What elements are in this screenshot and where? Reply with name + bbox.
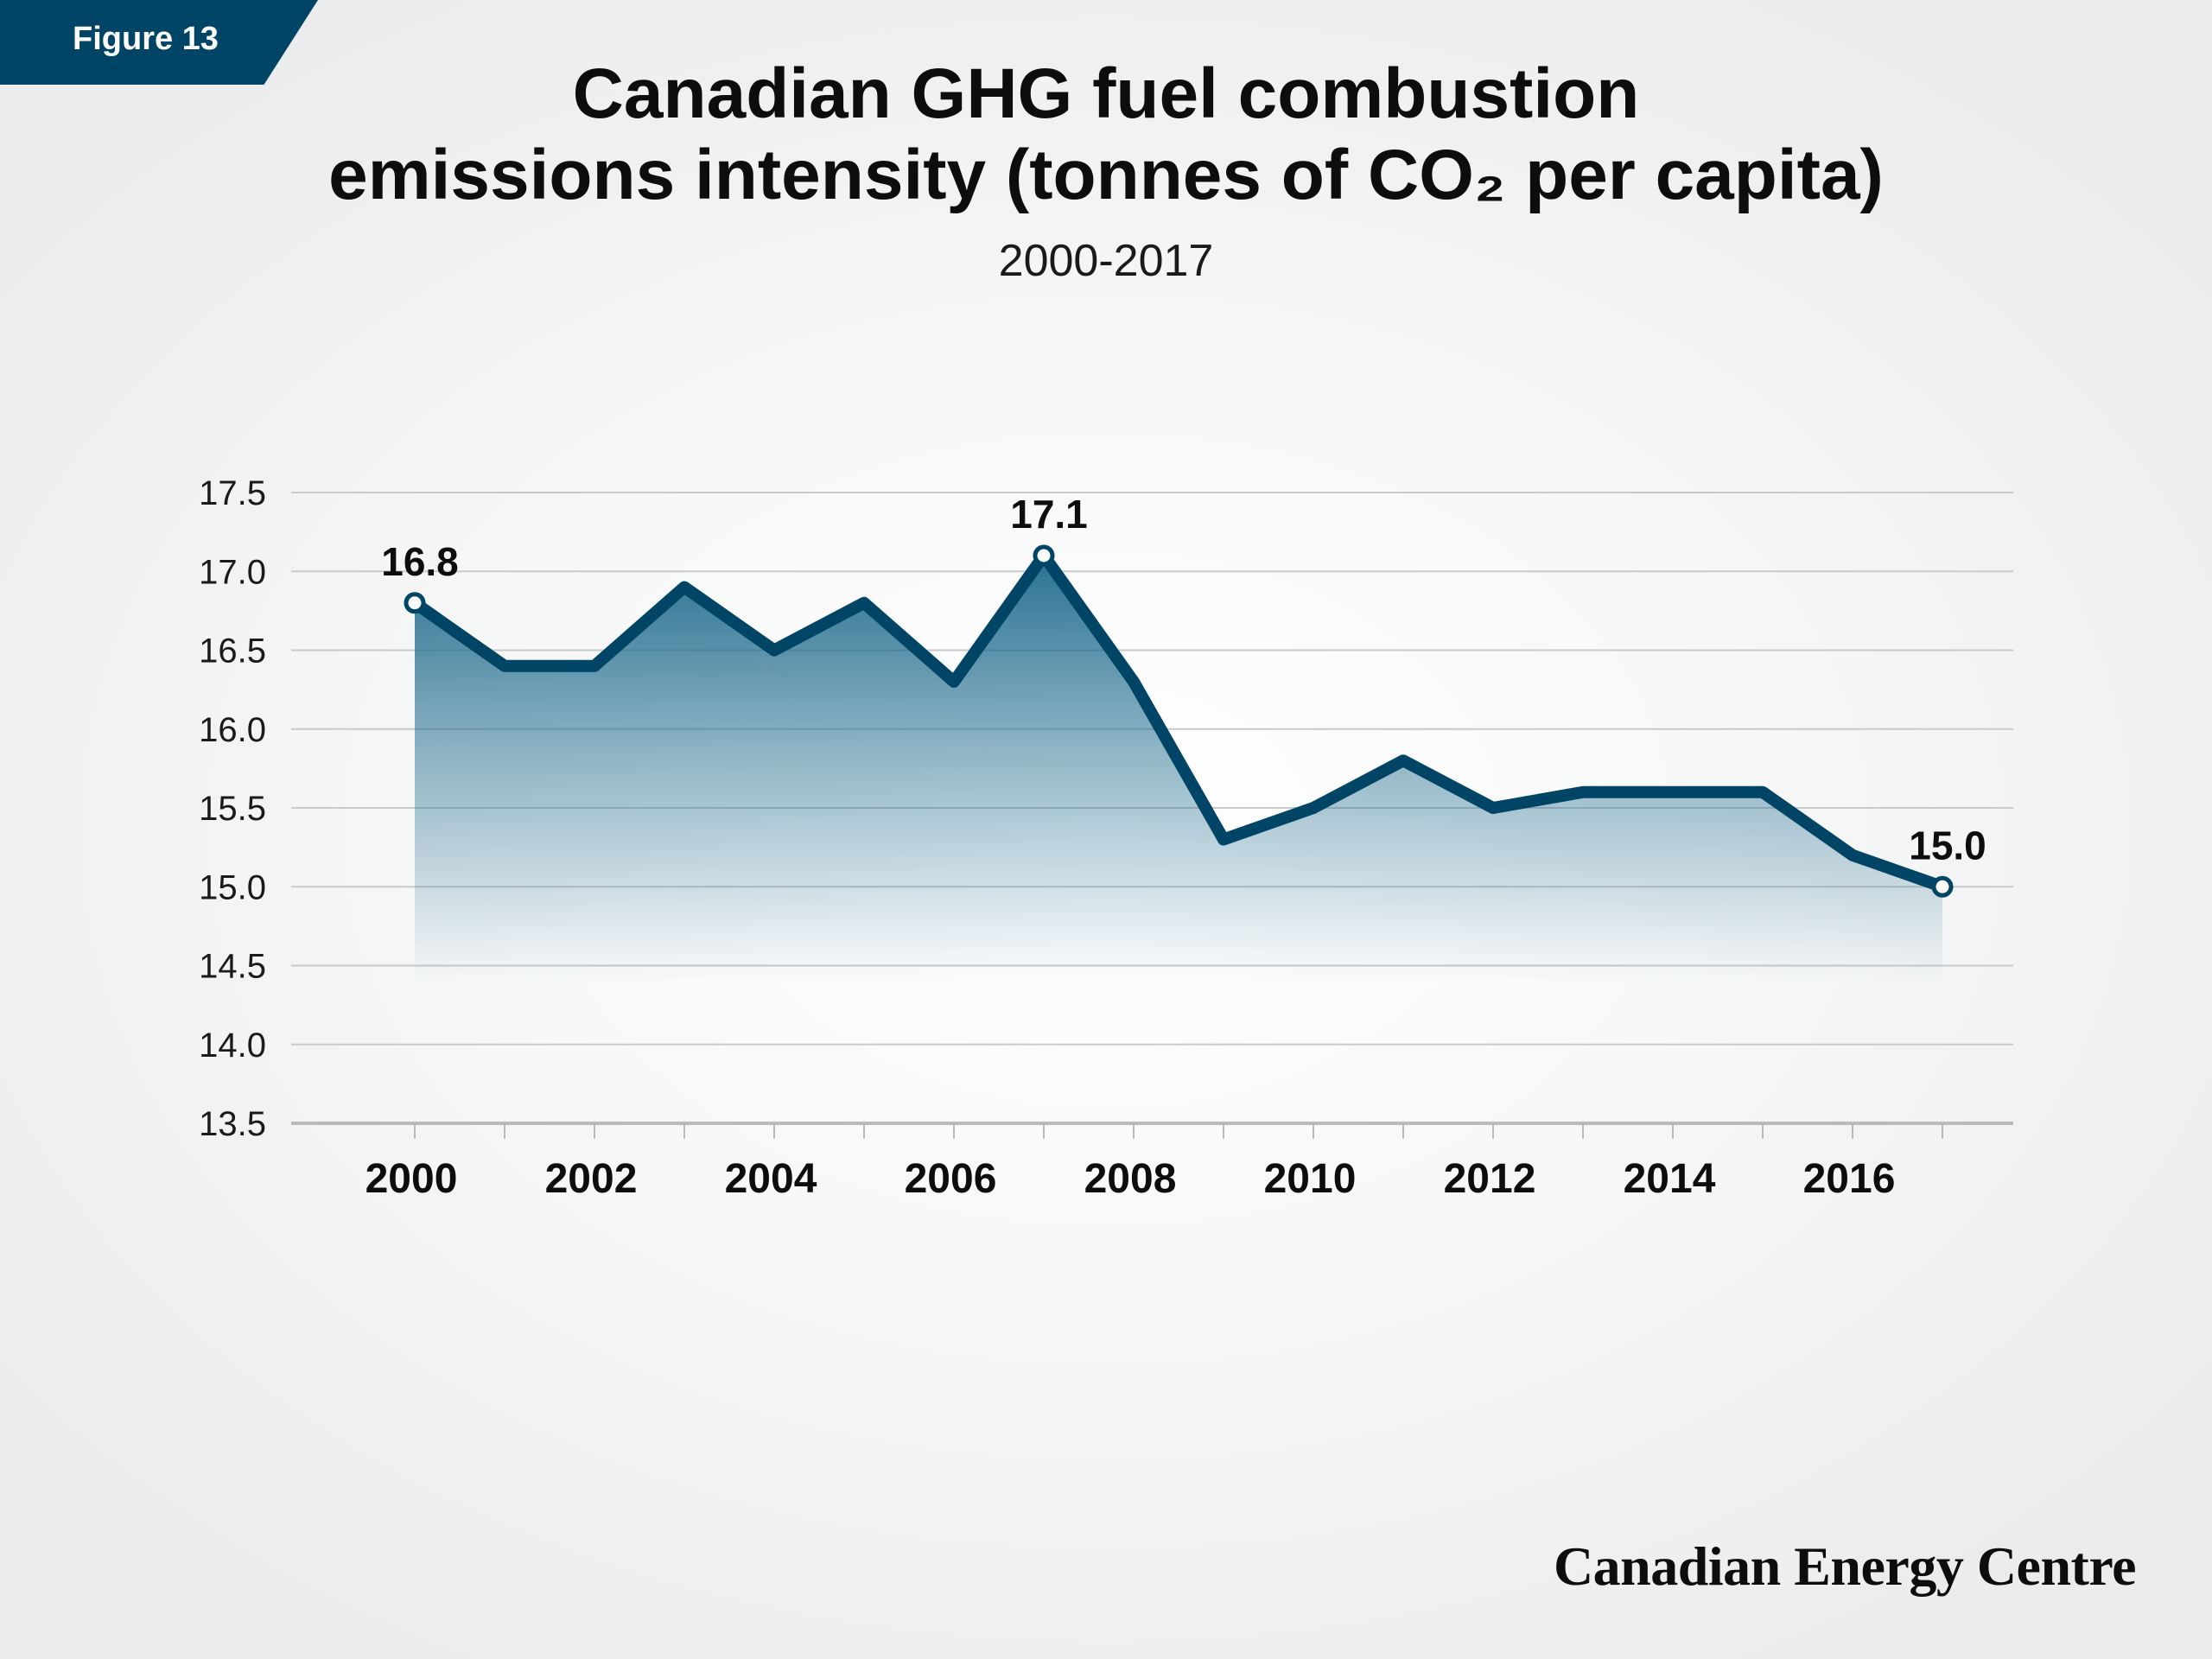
chart-title-line-2: emissions intensity (tonnes of CO₂ per c… xyxy=(328,136,1884,214)
x-tick-label: 2012 xyxy=(1444,1156,1536,1202)
data-point xyxy=(1133,681,1135,683)
y-tick-label: 13.5 xyxy=(199,1105,266,1143)
data-point xyxy=(1223,838,1224,841)
figure-badge: Figure 13 xyxy=(0,0,318,85)
data-point xyxy=(1492,807,1494,809)
chart-title-line-1: Canadian GHG fuel combustion xyxy=(572,54,1640,133)
data-point xyxy=(953,681,955,683)
data-point-marker xyxy=(1931,875,1954,898)
chart-title: Canadian GHG fuel combustion emissions i… xyxy=(0,54,2212,216)
data-point-marker xyxy=(1033,544,1055,567)
x-tick-label: 2006 xyxy=(905,1156,997,1202)
x-tick-label: 2002 xyxy=(545,1156,638,1202)
data-point xyxy=(773,649,775,652)
x-tick-label: 2004 xyxy=(725,1156,817,1202)
y-tick-label: 14.0 xyxy=(199,1027,266,1065)
y-tick-label: 15.5 xyxy=(199,790,266,828)
data-point xyxy=(1852,854,1853,856)
x-tick-label: 2016 xyxy=(1803,1156,1896,1202)
data-point-marker xyxy=(404,592,426,614)
figure-badge-label: Figure 13 xyxy=(73,21,219,57)
data-point xyxy=(683,586,685,588)
x-tick-label: 2008 xyxy=(1084,1156,1177,1202)
data-point xyxy=(1402,760,1404,762)
data-point xyxy=(1582,791,1584,793)
x-tick-label: 2000 xyxy=(365,1156,458,1202)
y-tick-label: 17.0 xyxy=(199,553,266,591)
data-label: 17.1 xyxy=(1010,492,1088,537)
y-tick-label: 17.5 xyxy=(199,474,266,512)
data-point xyxy=(594,664,595,667)
chart-subtitle: 2000-2017 xyxy=(998,236,1214,286)
x-tick-label: 2014 xyxy=(1624,1156,1716,1202)
x-tick-label: 2010 xyxy=(1264,1156,1357,1202)
data-point xyxy=(1672,791,1674,793)
data-point xyxy=(863,601,865,604)
data-point xyxy=(1313,807,1314,809)
y-tick-label: 16.5 xyxy=(199,632,266,671)
data-point xyxy=(1762,791,1764,793)
y-tick-label: 14.5 xyxy=(199,948,266,986)
series-line xyxy=(409,550,1948,893)
y-tick-label: 15.0 xyxy=(199,868,266,906)
data-point xyxy=(504,664,505,667)
brand-logo-text: Canadian Energy Centre xyxy=(1553,1535,2137,1597)
data-label: 15.0 xyxy=(1909,823,1986,868)
y-tick-label: 16.0 xyxy=(199,711,266,749)
data-label: 16.8 xyxy=(381,539,459,584)
